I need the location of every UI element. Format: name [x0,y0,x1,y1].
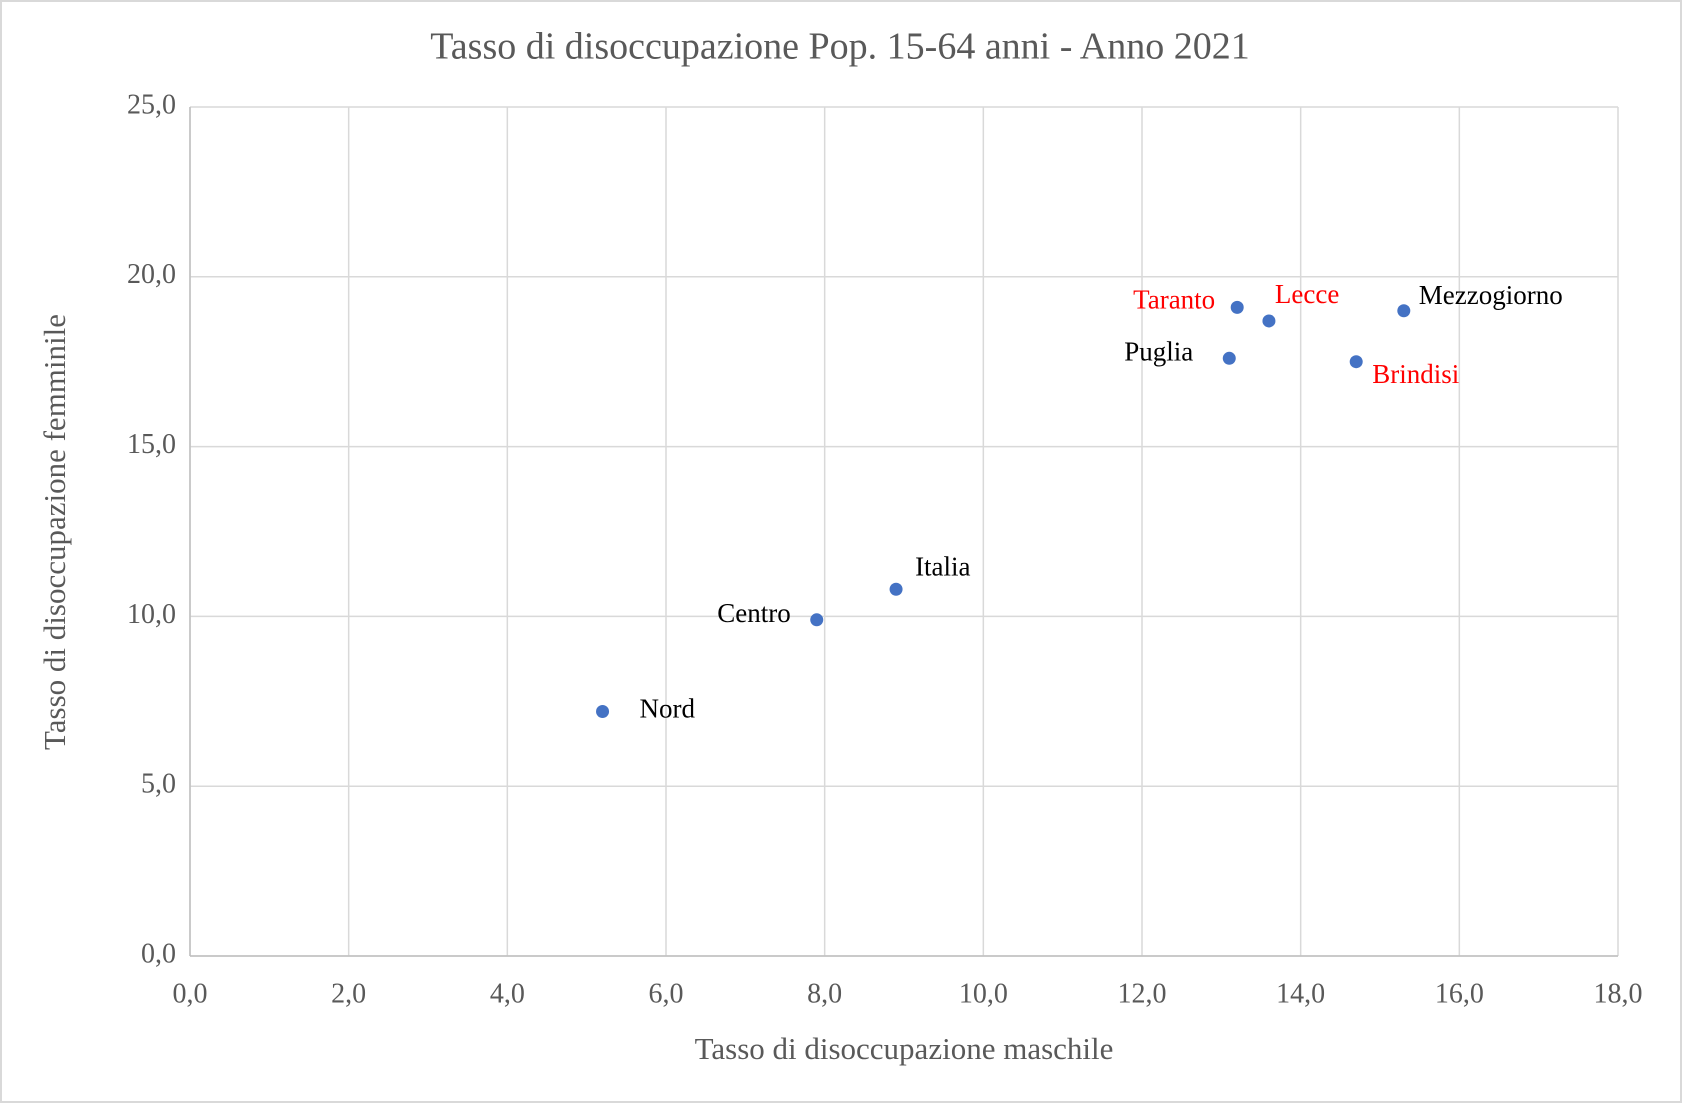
point [889,582,903,596]
point-label: Italia [915,551,970,581]
x-axis-title: Tasso di disoccupazione maschile [695,1031,1114,1066]
point-label: Lecce [1275,279,1339,309]
x-tick-label: 8,0 [807,978,842,1009]
point-label: Mezzogiorno [1419,280,1563,310]
y-tick-label: 5,0 [141,769,176,800]
x-tick-label: 6,0 [649,978,684,1009]
y-axis-title: Tasso di disoccupazione femminile [37,314,72,750]
point [1222,351,1236,365]
point [1349,355,1363,369]
y-tick-label: 25,0 [127,89,176,120]
point-label: Brindisi [1372,359,1459,389]
x-tick-label: 18,0 [1594,978,1643,1009]
x-tick-label: 16,0 [1435,978,1484,1009]
x-tick-label: 12,0 [1118,978,1167,1009]
y-tick-label: 20,0 [127,259,176,290]
point [1397,304,1411,318]
point-label: Taranto [1133,285,1215,315]
point-label: Centro [717,598,791,628]
point [596,704,610,718]
y-tick-label: 10,0 [127,599,176,630]
x-tick-label: 14,0 [1276,978,1325,1009]
point [810,613,824,627]
point-label: Puglia [1124,337,1193,367]
point [1230,300,1244,314]
x-tick-label: 4,0 [490,978,525,1009]
chart-title: Tasso di disoccupazione Pop. 15-64 anni … [430,26,1250,68]
point [1262,314,1276,328]
y-tick-label: 0,0 [141,938,176,969]
point-label: Nord [640,694,696,724]
x-tick-label: 10,0 [959,978,1008,1009]
y-tick-label: 15,0 [127,429,176,460]
x-tick-label: 2,0 [331,978,366,1009]
x-tick-label: 0,0 [173,978,208,1009]
